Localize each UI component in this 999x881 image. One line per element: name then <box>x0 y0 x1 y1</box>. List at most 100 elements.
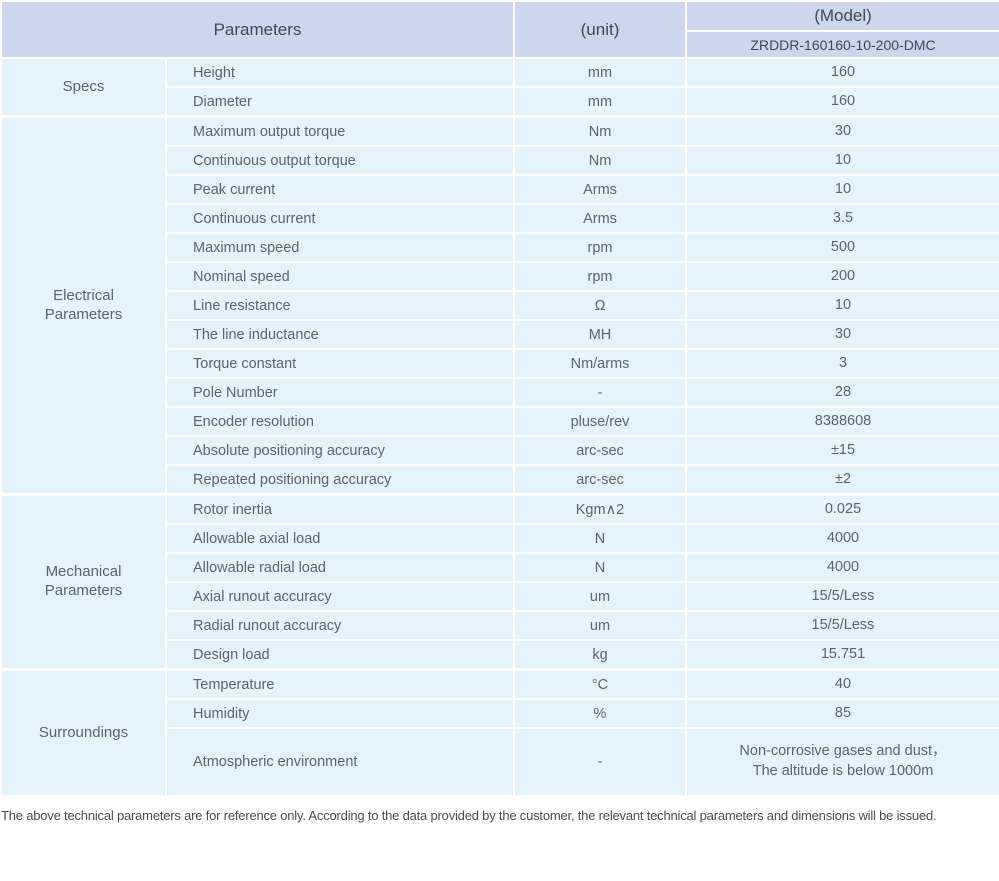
unit-cell: mm <box>513 57 687 88</box>
value-cell: 3.5 <box>685 203 999 234</box>
value-cell: 8388608 <box>685 406 999 437</box>
value-cell: Non-corrosive gases and dust， The altitu… <box>685 727 999 797</box>
unit-cell: Kgm∧2 <box>513 493 687 525</box>
unit-cell: Ω <box>513 290 687 321</box>
unit-cell: mm <box>513 86 687 118</box>
table-row: Allowable radial load N 4000 <box>1 552 999 583</box>
value-cell: 85 <box>685 698 999 729</box>
param-cell: Diameter <box>165 86 515 118</box>
value-cell: 15.751 <box>685 639 999 671</box>
header-row-top: Parameters (unit) (Model) <box>0 0 999 59</box>
value-cell: 160 <box>685 57 999 88</box>
value-cell: 0.025 <box>685 493 999 525</box>
table-row: Repeated positioning accuracy arc-sec ±2 <box>1 464 999 496</box>
unit-header: (unit) <box>513 0 687 59</box>
unit-cell: Nm <box>513 115 687 147</box>
unit-cell: rpm <box>513 261 687 292</box>
param-cell: Height <box>165 57 515 88</box>
table-row: Diameter mm 160 <box>1 86 999 118</box>
table-row: Torque constant Nm/arms 3 <box>1 348 999 379</box>
unit-cell: um <box>513 581 687 612</box>
table-row: Pole Number -28 <box>1 377 999 408</box>
unit-cell: arc-sec <box>513 435 687 466</box>
param-cell: Torque constant <box>165 348 515 379</box>
value-cell: 15/5/Less <box>685 610 999 641</box>
table-row: Maximum speed rpm 500 <box>1 232 999 263</box>
unit-cell: um <box>513 610 687 641</box>
value-cell: 28 <box>685 377 999 408</box>
param-cell: Nominal speed <box>165 261 515 292</box>
value-cell: 10 <box>685 290 999 321</box>
table-row: Axial runout accuracy um 15/5/Less <box>1 581 999 612</box>
table-row: Allowable axial load N 4000 <box>1 523 999 554</box>
unit-cell: °C <box>513 668 687 700</box>
param-cell: Maximum output torque <box>165 115 515 147</box>
unit-cell: MH <box>513 319 687 350</box>
table-row: Surroundings Temperature °C 40 <box>0 668 999 797</box>
value-cell: 3 <box>685 348 999 379</box>
group-label: Surroundings <box>0 668 167 797</box>
param-cell: Maximum speed <box>165 232 515 263</box>
param-cell: The line inductance <box>165 319 515 350</box>
param-cell: Design load <box>165 639 515 671</box>
value-cell: 160 <box>685 86 999 118</box>
table-row: Continuous current Arms 3.5 <box>1 203 999 234</box>
param-cell: Absolute positioning accuracy <box>165 435 515 466</box>
value-cell: 40 <box>685 668 999 700</box>
param-cell: Continuous output torque <box>165 145 515 176</box>
unit-cell: pluse/rev <box>513 406 687 437</box>
param-cell: Humidity <box>165 698 515 729</box>
table-row: The line inductance MH 30 <box>1 319 999 350</box>
unit-cell: N <box>513 552 687 583</box>
table-row: Radial runout accuracy um 15/5/Less <box>1 610 999 641</box>
param-cell: Radial runout accuracy <box>165 610 515 641</box>
table-row: Encoder resolution pluse/rev 8388608 <box>1 406 999 437</box>
table-row: Humidity% 85 <box>1 698 999 729</box>
value-cell: ±2 <box>685 464 999 496</box>
param-cell: Allowable radial load <box>165 552 515 583</box>
unit-cell: Arms <box>513 203 687 234</box>
parameters-header: Parameters <box>0 0 515 59</box>
value-cell: 200 <box>685 261 999 292</box>
value-cell: 10 <box>685 174 999 205</box>
table-row: Absolute positioning accuracy arc-sec ±15 <box>1 435 999 466</box>
value-cell: 30 <box>685 115 999 147</box>
table-row: Atmospheric environment - Non-corrosive ga… <box>1 727 999 797</box>
param-cell: Encoder resolution <box>165 406 515 437</box>
param-cell: Pole Number <box>165 377 515 408</box>
table-row: Line resistance Ω 10 <box>1 290 999 321</box>
param-cell: Temperature <box>165 668 515 700</box>
value-cell: 500 <box>685 232 999 263</box>
footnote-text: The above technical parameters are for r… <box>1 808 937 823</box>
unit-cell: - <box>513 727 687 797</box>
group-label: Electrical Parameters <box>0 115 167 496</box>
value-cell: 15/5/Less <box>685 581 999 612</box>
param-cell: Continuous current <box>165 203 515 234</box>
unit-cell: Arms <box>513 174 687 205</box>
unit-cell: Nm <box>513 145 687 176</box>
value-cell: 30 <box>685 319 999 350</box>
group-label: Mechanical Parameters <box>0 493 167 671</box>
model-number: ZRDDR-160160-10-200-DMC <box>685 30 999 59</box>
param-cell: Allowable axial load <box>165 523 515 554</box>
spec-table-body: Specs Height mm 160 Diameter mm 160 Electrical … <box>0 57 999 797</box>
param-cell: Rotor inertia <box>165 493 515 525</box>
table-row: Nominal speed rpm 200 <box>1 261 999 292</box>
header-row-bottom: ZRDDR-160160-10-200-DMC <box>1 30 999 59</box>
table-row: Electrical Parameters Maximum output torq… <box>0 115 999 496</box>
spec-table: Parameters (unit) (Model) ZRDDR-160160-1… <box>0 0 999 797</box>
unit-cell: rpm <box>513 232 687 263</box>
unit-cell: N <box>513 523 687 554</box>
table-row: Specs Height mm 160 <box>0 57 999 118</box>
param-cell: Repeated positioning accuracy <box>165 464 515 496</box>
unit-cell: Nm/arms <box>513 348 687 379</box>
value-cell: ±15 <box>685 435 999 466</box>
unit-cell: % <box>513 698 687 729</box>
param-cell: Axial runout accuracy <box>165 581 515 612</box>
unit-cell: - <box>513 377 687 408</box>
param-cell: Atmospheric environment <box>165 727 515 797</box>
value-cell: 4000 <box>685 552 999 583</box>
unit-cell: kg <box>513 639 687 671</box>
param-cell: Peak current <box>165 174 515 205</box>
